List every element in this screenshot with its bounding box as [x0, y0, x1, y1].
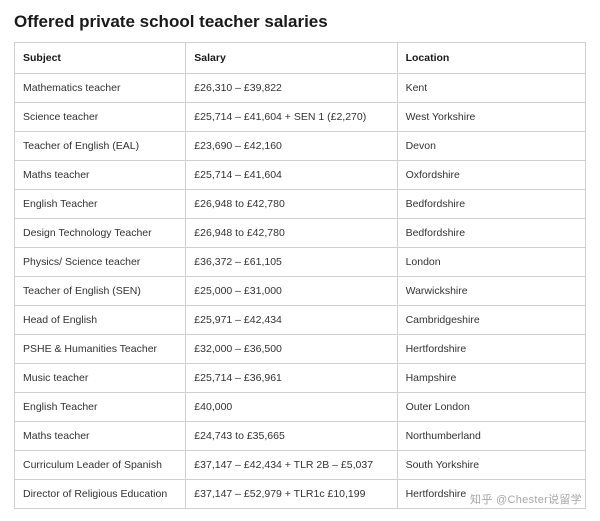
cell-subject: Maths teacher — [15, 422, 186, 451]
cell-subject: Design Technology Teacher — [15, 219, 186, 248]
page-title: Offered private school teacher salaries — [14, 12, 586, 32]
cell-location: Kent — [397, 74, 585, 103]
cell-salary: £25,000 – £31,000 — [186, 277, 397, 306]
cell-location: South Yorkshire — [397, 451, 585, 480]
cell-subject: Curriculum Leader of Spanish — [15, 451, 186, 480]
cell-subject: Physics/ Science teacher — [15, 248, 186, 277]
cell-subject: Maths teacher — [15, 161, 186, 190]
table-row: Physics/ Science teacher£36,372 – £61,10… — [15, 248, 586, 277]
table-row: Head of English£25,971 – £42,434Cambridg… — [15, 306, 586, 335]
cell-subject: Director of Religious Education — [15, 480, 186, 509]
table-row: Curriculum Leader of Spanish£37,147 – £4… — [15, 451, 586, 480]
salary-table: Subject Salary Location Mathematics teac… — [14, 42, 586, 509]
table-row: PSHE & Humanities Teacher£32,000 – £36,5… — [15, 335, 586, 364]
cell-subject: PSHE & Humanities Teacher — [15, 335, 186, 364]
cell-location: Hertfordshire — [397, 480, 585, 509]
table-row: Teacher of English (SEN)£25,000 – £31,00… — [15, 277, 586, 306]
cell-salary: £32,000 – £36,500 — [186, 335, 397, 364]
cell-salary: £26,948 to £42,780 — [186, 219, 397, 248]
col-header-location: Location — [397, 43, 585, 74]
cell-subject: English Teacher — [15, 190, 186, 219]
table-row: Music teacher£25,714 – £36,961Hampshire — [15, 364, 586, 393]
col-header-subject: Subject — [15, 43, 186, 74]
cell-salary: £24,743 to £35,665 — [186, 422, 397, 451]
cell-salary: £26,310 – £39,822 — [186, 74, 397, 103]
cell-location: London — [397, 248, 585, 277]
table-row: Director of Religious Education£37,147 –… — [15, 480, 586, 509]
table-header-row: Subject Salary Location — [15, 43, 586, 74]
col-header-salary: Salary — [186, 43, 397, 74]
cell-salary: £25,714 – £41,604 — [186, 161, 397, 190]
cell-salary: £25,714 – £41,604 + SEN 1 (£2,270) — [186, 103, 397, 132]
cell-location: Cambridgeshire — [397, 306, 585, 335]
cell-location: Northumberland — [397, 422, 585, 451]
table-row: English Teacher£40,000Outer London — [15, 393, 586, 422]
cell-subject: Teacher of English (EAL) — [15, 132, 186, 161]
cell-location: Hampshire — [397, 364, 585, 393]
table-row: Maths teacher£25,714 – £41,604Oxfordshir… — [15, 161, 586, 190]
cell-salary: £36,372 – £61,105 — [186, 248, 397, 277]
table-row: Maths teacher£24,743 to £35,665Northumbe… — [15, 422, 586, 451]
cell-location: Devon — [397, 132, 585, 161]
table-row: Science teacher£25,714 – £41,604 + SEN 1… — [15, 103, 586, 132]
table-row: Teacher of English (EAL)£23,690 – £42,16… — [15, 132, 586, 161]
cell-subject: Science teacher — [15, 103, 186, 132]
cell-location: Bedfordshire — [397, 190, 585, 219]
cell-salary: £40,000 — [186, 393, 397, 422]
cell-subject: Music teacher — [15, 364, 186, 393]
cell-location: Warwickshire — [397, 277, 585, 306]
table-row: English Teacher£26,948 to £42,780Bedford… — [15, 190, 586, 219]
cell-salary: £37,147 – £42,434 + TLR 2B – £5,037 — [186, 451, 397, 480]
table-row: Mathematics teacher£26,310 – £39,822Kent — [15, 74, 586, 103]
cell-salary: £25,971 – £42,434 — [186, 306, 397, 335]
cell-location: Oxfordshire — [397, 161, 585, 190]
cell-location: Outer London — [397, 393, 585, 422]
cell-salary: £25,714 – £36,961 — [186, 364, 397, 393]
cell-salary: £37,147 – £52,979 + TLR1c £10,199 — [186, 480, 397, 509]
cell-subject: English Teacher — [15, 393, 186, 422]
table-row: Design Technology Teacher£26,948 to £42,… — [15, 219, 586, 248]
cell-subject: Mathematics teacher — [15, 74, 186, 103]
cell-subject: Head of English — [15, 306, 186, 335]
cell-salary: £26,948 to £42,780 — [186, 190, 397, 219]
cell-location: Hertfordshire — [397, 335, 585, 364]
cell-salary: £23,690 – £42,160 — [186, 132, 397, 161]
cell-subject: Teacher of English (SEN) — [15, 277, 186, 306]
cell-location: West Yorkshire — [397, 103, 585, 132]
cell-location: Bedfordshire — [397, 219, 585, 248]
